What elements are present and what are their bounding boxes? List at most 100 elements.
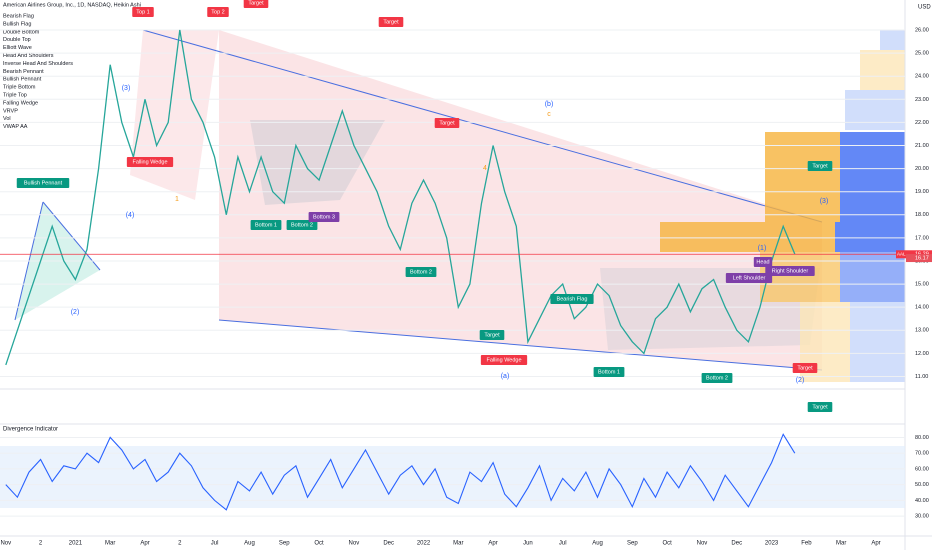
wedge-line — [218, 319, 823, 371]
pattern-label-bg — [807, 402, 833, 412]
x-tick-label: 2021 — [69, 541, 83, 547]
pattern-label: Bottom 3 — [313, 214, 335, 220]
wave-label: (2) — [796, 377, 805, 384]
prev-price-label: 16.17 — [915, 256, 929, 262]
x-tick-label: Oct — [314, 541, 324, 547]
pattern-label-bg — [308, 212, 340, 222]
legend-item: Bearish Flag — [3, 13, 34, 19]
price-badge — [906, 254, 932, 263]
legend-item: Triple Bottom — [3, 85, 36, 91]
y-tick-label: 12.00 — [915, 351, 929, 357]
pattern-label: Falling Wedge — [132, 159, 167, 165]
wave-label: (4) — [126, 212, 135, 219]
y-tick-label: 20.00 — [915, 166, 929, 172]
pattern-label-bg — [479, 330, 505, 340]
y-tick-label: 18.00 — [915, 212, 929, 218]
y-tick-label: 40.00 — [915, 498, 929, 504]
y-tick-label: 11.00 — [915, 374, 928, 380]
indicator-title: Divergence Indicator — [3, 427, 58, 433]
pattern-label-bg — [753, 257, 773, 267]
pattern-label: Bottom 2 — [706, 375, 728, 381]
pattern-label-bg — [765, 266, 815, 276]
indicator-line — [5, 433, 796, 511]
legend-item: Elliott Wave — [3, 45, 32, 51]
y-tick-label: 60.00 — [915, 466, 929, 472]
wave-label: (a) — [501, 373, 510, 380]
legend-item: Bullish Flag — [3, 21, 31, 27]
x-tick-label: Nov — [349, 541, 360, 547]
x-tick-label: Aug — [592, 541, 603, 547]
x-tick-label: Apr — [140, 541, 149, 547]
x-tick-label: Aug — [244, 541, 255, 547]
pattern-label-bg — [286, 220, 318, 230]
y-tick-label: 30.00 — [915, 514, 929, 520]
x-tick-label: 2023 — [765, 541, 779, 547]
x-tick-label: 2 — [178, 541, 182, 547]
pattern-label-bg — [378, 17, 404, 27]
legend-item: VWAP AA — [3, 124, 28, 130]
chart-title: American Airlines Group, Inc., 1D, NASDA… — [3, 2, 141, 8]
legend-item: Head And Shoulders — [3, 53, 54, 59]
x-tick-label: Sep — [279, 541, 290, 547]
wedge-shade — [219, 30, 822, 370]
y-tick-label: 21.00 — [915, 143, 929, 149]
x-tick-label: Apr — [488, 541, 497, 547]
pattern-label-bg — [480, 355, 528, 365]
x-tick-label: Sep — [627, 541, 638, 547]
x-tick-label: Mar — [453, 541, 463, 547]
pattern-label-bg — [16, 178, 70, 188]
y-tick-label: 25.00 — [915, 51, 929, 57]
y-tick-label: 50.00 — [915, 482, 929, 488]
legend-item: Bearish Pennant — [3, 69, 44, 75]
wave-label: 1 — [175, 196, 179, 203]
wave-label: (1) — [758, 245, 767, 252]
x-tick-label: Nov — [0, 541, 11, 547]
x-tick-label: Oct — [662, 541, 672, 547]
pattern-label: Bearish Flag — [557, 296, 588, 302]
pattern-label-bg — [434, 118, 460, 128]
pattern-label: Left Shoulder — [733, 275, 766, 281]
y-tick-label: 23.00 — [915, 97, 929, 103]
legend-item: Falling Wedge — [3, 100, 38, 106]
x-tick-label: Jun — [523, 541, 533, 547]
wave-label: (b) — [545, 101, 554, 108]
pattern-label-bg — [792, 363, 818, 373]
x-tick-label: Dec — [383, 541, 394, 547]
pattern-label-bg — [405, 267, 437, 277]
y-tick-label: 15.00 — [915, 282, 929, 288]
legend-item: Bullish Pennant — [3, 77, 42, 83]
y-tick-label: 17.00 — [915, 235, 929, 241]
y-tick-label: 14.00 — [915, 305, 929, 311]
currency: USD — [918, 5, 931, 11]
x-tick-label: 2 — [39, 541, 43, 547]
pattern-label-bg — [807, 161, 833, 171]
legend-item: Double Bottom — [3, 29, 40, 35]
pattern-label-bg — [207, 7, 229, 17]
pattern-label: Target — [383, 19, 399, 25]
y-tick-label: 80.00 — [915, 435, 929, 441]
pattern-label: Bottom 2 — [291, 222, 313, 228]
pattern-label: Bullish Pennant — [24, 180, 63, 186]
x-tick-label: Dec — [731, 541, 742, 547]
pattern-label: Target — [248, 0, 264, 6]
y-tick-label: 22.00 — [915, 120, 929, 126]
x-tick-label: Nov — [697, 541, 708, 547]
pattern-label: Target — [439, 120, 455, 126]
pattern-label: Top 2 — [211, 9, 224, 15]
pattern-label: Bottom 2 — [410, 269, 432, 275]
wave-label: (3) — [122, 85, 131, 92]
triple-shade — [250, 120, 385, 205]
pattern-label: Right Shoulder — [772, 268, 809, 274]
pattern-label-bg — [593, 367, 625, 377]
pattern-label: Head — [756, 259, 769, 265]
ticker-badge — [896, 250, 906, 259]
pattern-label-bg — [701, 373, 733, 383]
pattern-label: Bottom 1 — [255, 222, 277, 228]
pattern-label-bg — [243, 0, 269, 8]
volume-profile — [660, 30, 905, 382]
legend-item: Inverse Head And Shoulders — [3, 61, 73, 67]
wave-label: c — [547, 111, 551, 118]
wave-label: 4 — [483, 165, 487, 172]
x-tick-label: Feb — [801, 541, 812, 547]
